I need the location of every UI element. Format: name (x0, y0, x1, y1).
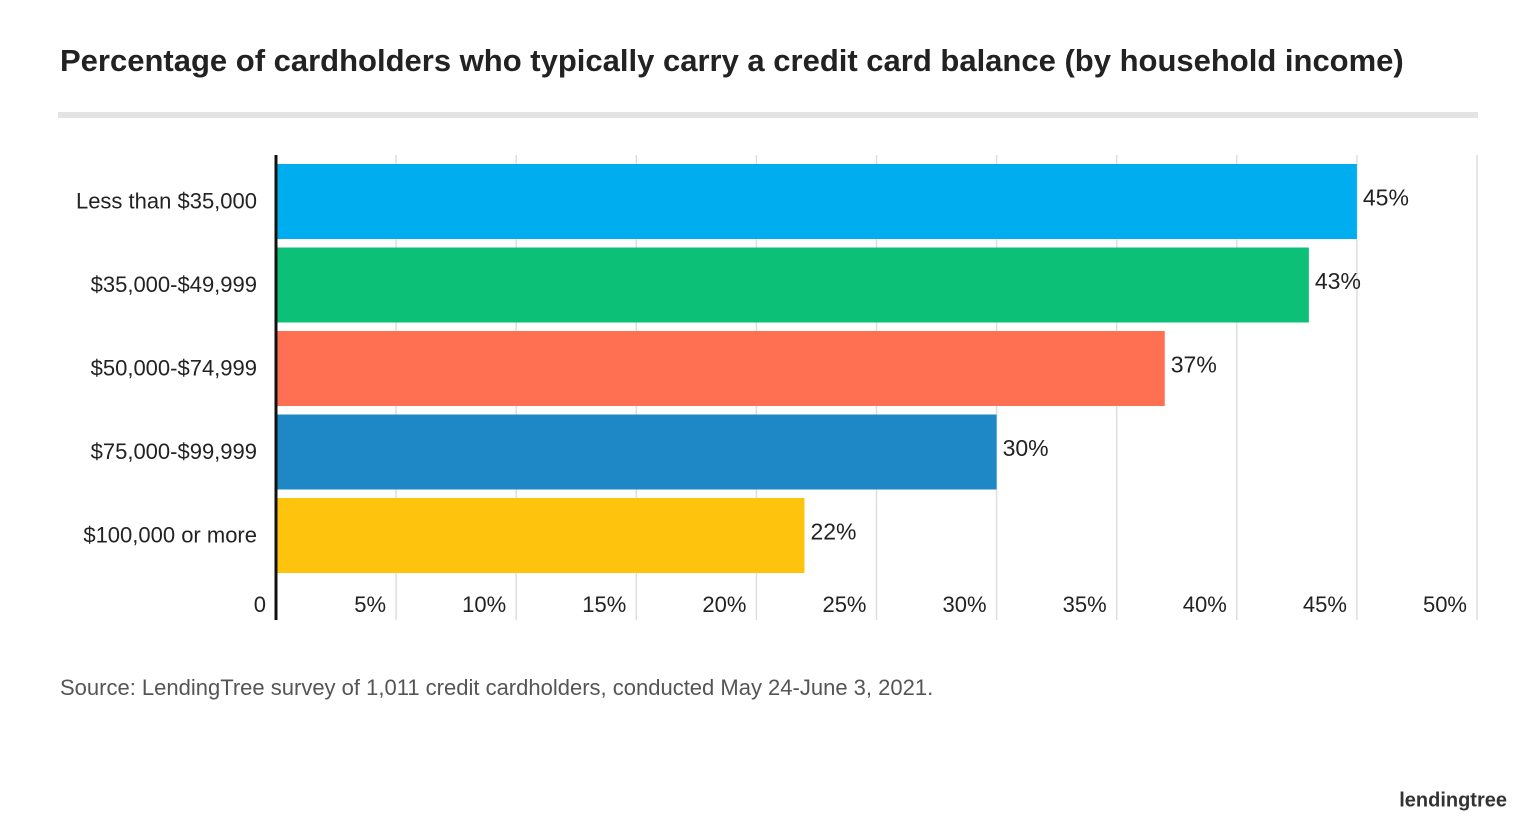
y-tick-label: $75,000-$99,999 (91, 439, 257, 464)
logo: lendingtree (1399, 789, 1507, 811)
x-tick-label: 50% (1423, 592, 1467, 617)
y-tick-label: $100,000 or more (83, 522, 257, 547)
value-label: 45% (1363, 185, 1409, 211)
x-tick-label: 15% (582, 592, 626, 617)
bar (276, 414, 997, 490)
x-tick-label: 25% (822, 592, 866, 617)
source-note: Source: LendingTree survey of 1,011 cred… (60, 675, 933, 700)
x-tick-label: 30% (943, 592, 987, 617)
x-tick-label: 35% (1063, 592, 1107, 617)
x-tick-label: 10% (462, 592, 506, 617)
bar (276, 498, 805, 573)
chart-title: Percentage of cardholders who typically … (60, 43, 1404, 78)
y-tick-label: $35,000-$49,999 (91, 272, 257, 297)
value-label: 37% (1171, 352, 1217, 378)
x-tick-label: 0 (254, 592, 266, 617)
value-label: 43% (1315, 268, 1361, 294)
x-tick-label: 20% (702, 592, 746, 617)
y-tick-label: Less than $35,000 (76, 188, 257, 213)
bar (276, 247, 1309, 323)
bar (276, 331, 1165, 406)
value-label: 30% (1003, 435, 1049, 461)
x-tick-label: 45% (1303, 592, 1347, 617)
bar (276, 164, 1357, 239)
y-tick-label: $50,000-$74,999 (91, 355, 257, 380)
value-label: 22% (810, 519, 856, 545)
x-tick-label: 5% (354, 592, 386, 617)
title-rule (58, 112, 1478, 118)
x-tick-label: 40% (1183, 592, 1227, 617)
